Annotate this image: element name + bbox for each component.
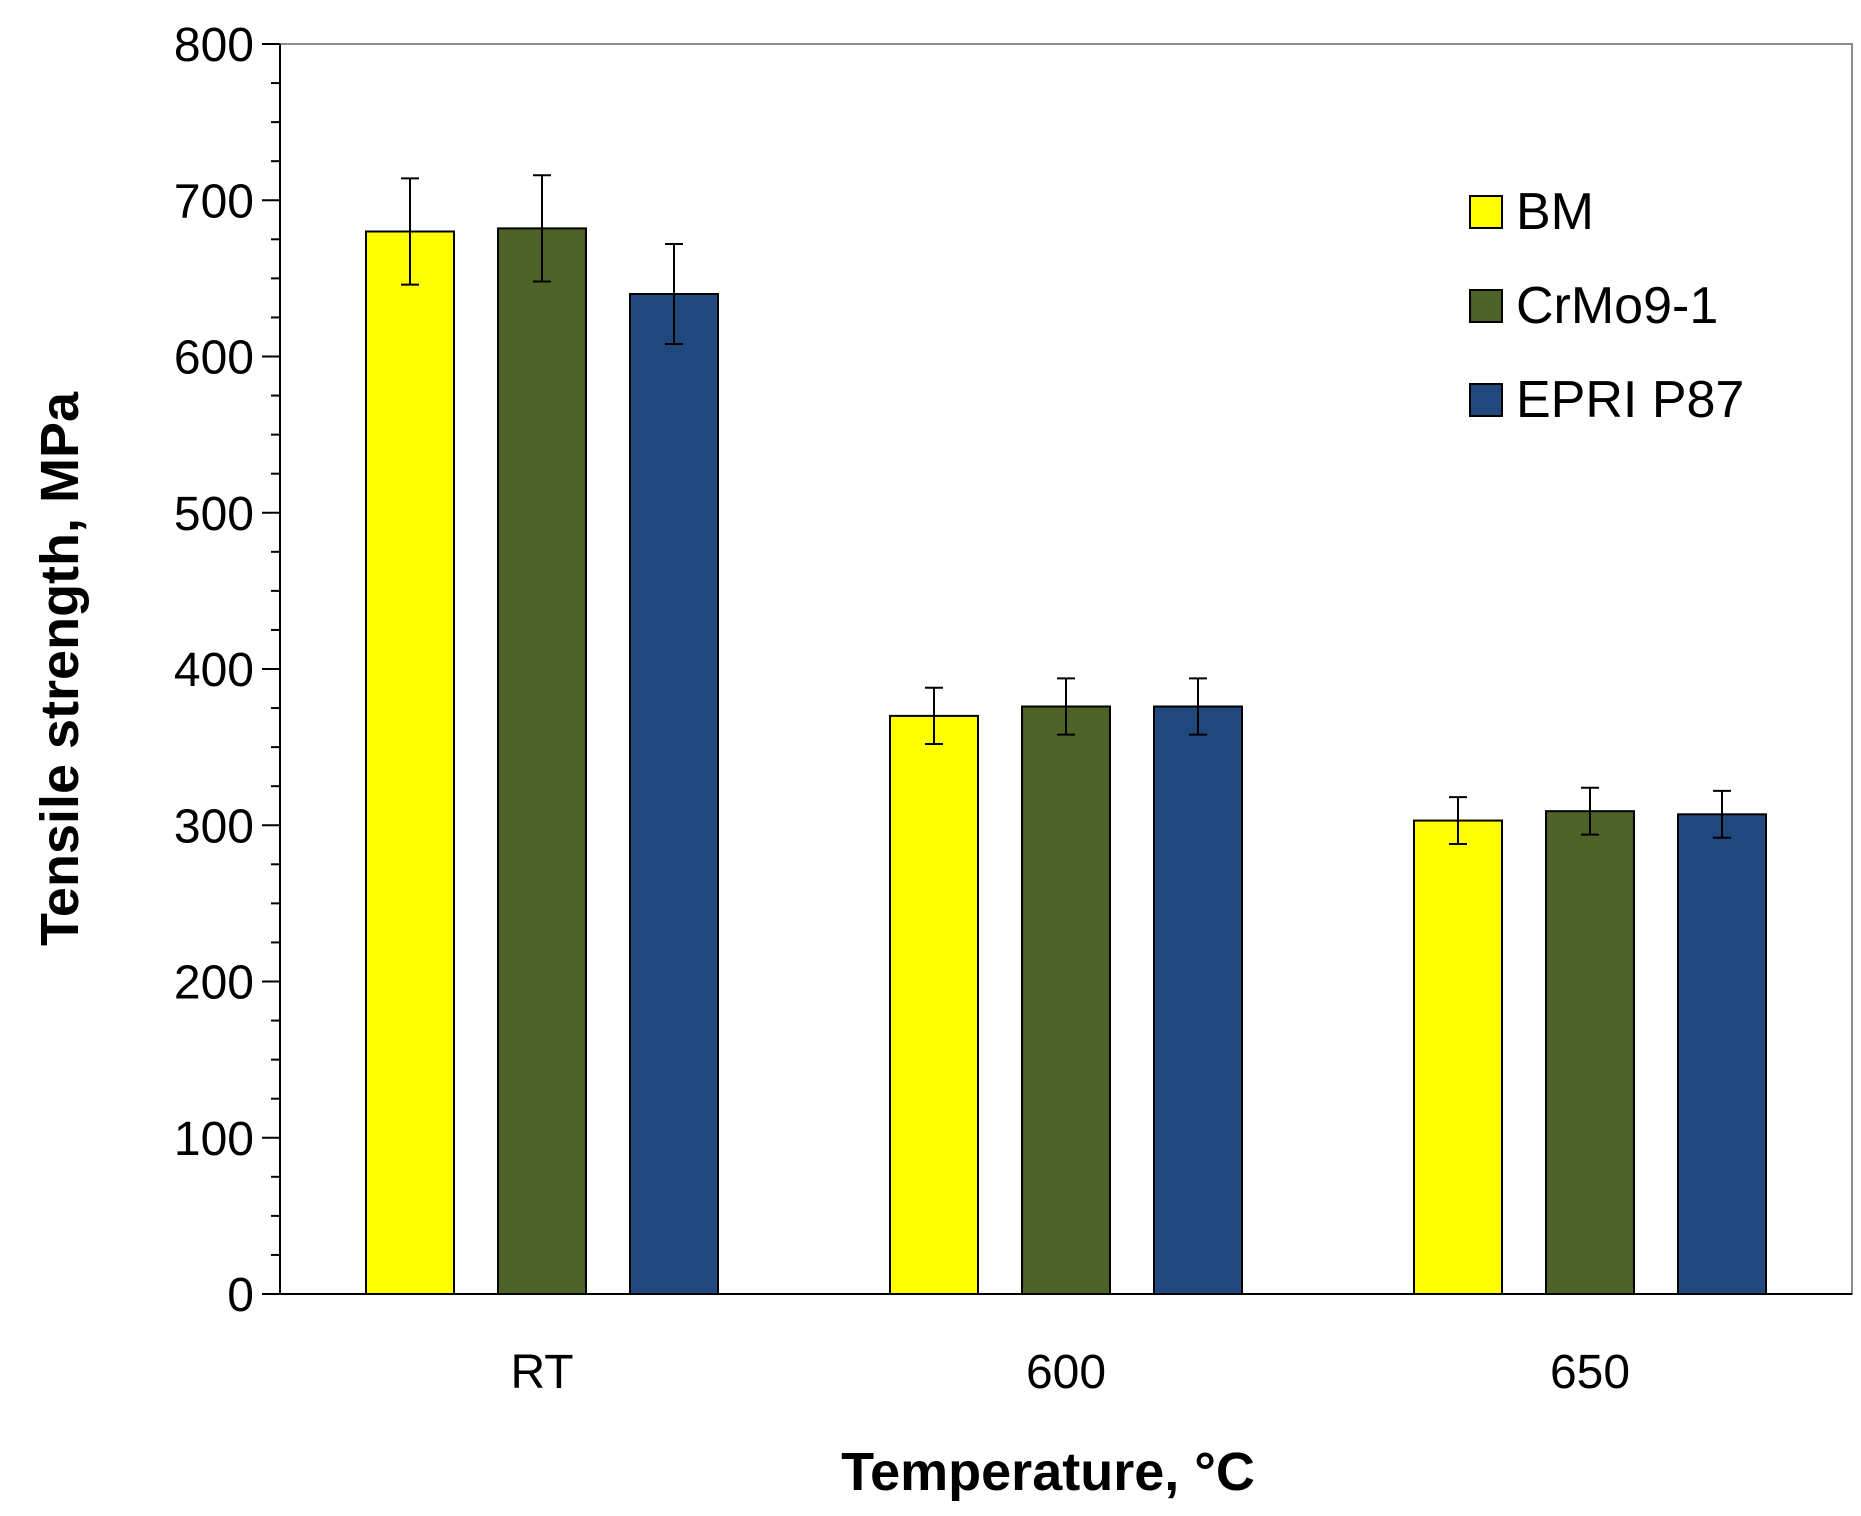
legend-swatch (1469, 289, 1503, 323)
y-axis-title: Tensile strength, MPa (30, 391, 90, 946)
y-tick-label: 800 (174, 19, 254, 72)
x-axis-title: Temperature, °C (841, 1442, 1255, 1502)
error-bars (401, 174, 1731, 845)
bar-epri-p87-rt (629, 293, 719, 1295)
x-tick-label: 650 (1550, 1346, 1630, 1399)
y-tick-label: 700 (174, 175, 254, 228)
y-tick-label: 300 (174, 800, 254, 853)
x-axis: RT 600 650 (262, 1293, 1852, 1399)
y-tick-label: 100 (174, 1113, 254, 1166)
legend-swatch (1469, 195, 1503, 229)
y-tick-label: 400 (174, 644, 254, 697)
y-tick-label: 600 (174, 332, 254, 385)
legend-label: BM (1516, 183, 1594, 241)
x-tick-label: RT (510, 1346, 573, 1399)
bar-epri-p87-600 (1153, 705, 1243, 1295)
bar-crmo9-1-rt (497, 227, 587, 1295)
bar-epri-p87-650 (1677, 813, 1767, 1295)
y-tick-label: 0 (227, 1269, 254, 1322)
legend-label: CrMo9-1 (1516, 277, 1718, 335)
bar-crmo9-1-650 (1545, 810, 1635, 1295)
y-axis: 0 100 200 300 400 500 600 700 800 (174, 19, 281, 1322)
legend: BM CrMo9-1 EPRI P87 (1469, 183, 1744, 429)
legend-swatch (1469, 383, 1503, 417)
bar-bm-650 (1413, 819, 1503, 1295)
y-tick-label: 200 (174, 957, 254, 1010)
bars (365, 227, 1767, 1295)
bar-crmo9-1-600 (1021, 705, 1111, 1295)
x-tick-label: 600 (1026, 1346, 1106, 1399)
y-tick-label: 500 (174, 488, 254, 541)
legend-label: EPRI P87 (1516, 371, 1744, 429)
bar-bm-rt (365, 230, 455, 1295)
bar-bm-600 (889, 714, 979, 1295)
